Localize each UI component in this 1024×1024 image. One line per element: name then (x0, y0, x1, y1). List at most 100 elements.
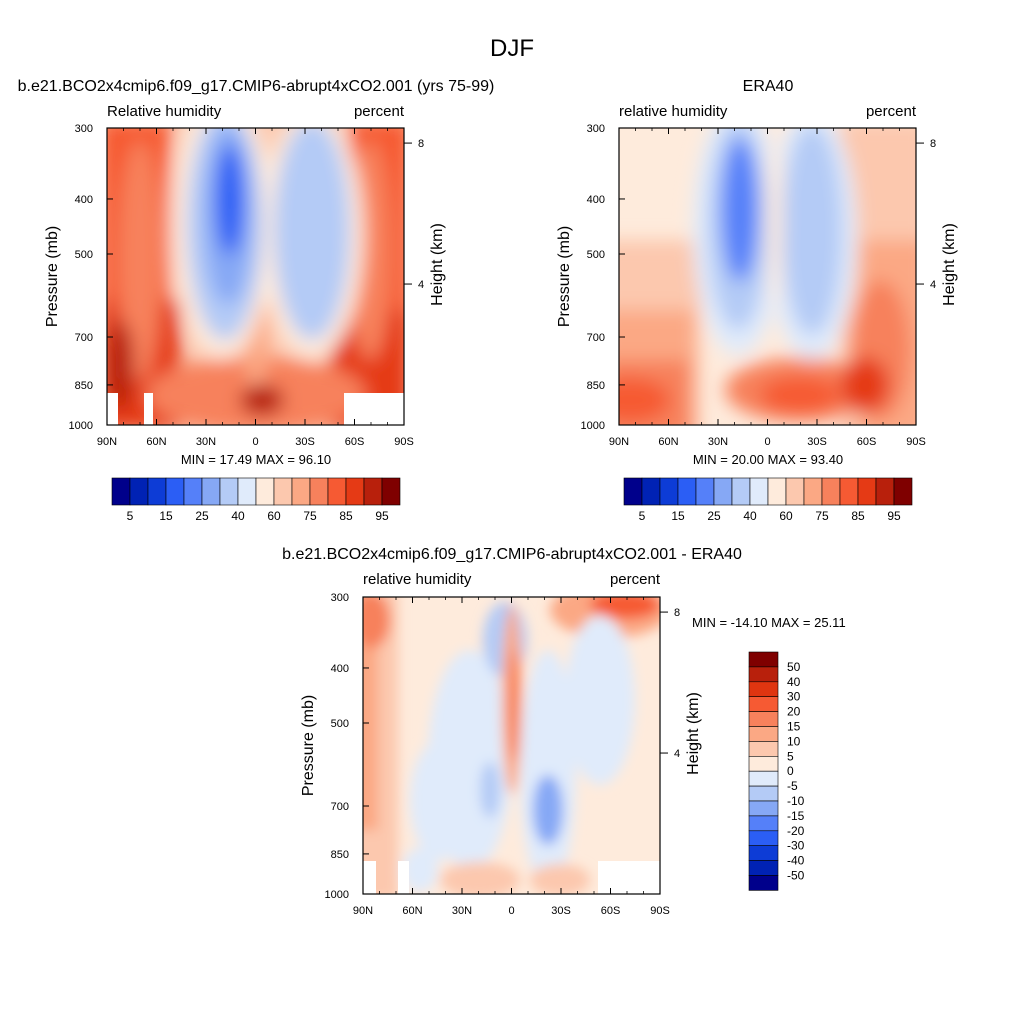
figure-title: DJF (490, 35, 534, 62)
colorbar-label: 40 (787, 675, 801, 689)
panel-obs-stats: MIN = 20.00 MAX = 93.40 (693, 452, 843, 467)
colorbar-swatch (237, 477, 257, 506)
panel-model: b.e21.BCO2x4cmip6.f09_g17.CMIP6-abrupt4x… (18, 78, 495, 523)
height-tick-label: 4 (418, 279, 424, 291)
y-tick-label: 1000 (581, 420, 605, 432)
y-tick-label: 500 (75, 249, 93, 261)
y-right-axis-title: Height (km) (941, 223, 958, 306)
y-tick-label: 500 (331, 718, 349, 730)
height-tick-label: 8 (418, 138, 424, 150)
colorbar-label: 50 (787, 660, 801, 674)
colorbar-label: -20 (787, 824, 805, 838)
x-tick-label: 90S (650, 905, 670, 917)
colorbar-swatch (677, 477, 697, 506)
x-tick-label: 30N (196, 436, 216, 448)
colorbar-label: 60 (779, 509, 793, 523)
panel-diff-stats: MIN = -14.10 MAX = 25.11 (692, 615, 846, 630)
y-tick-label: 500 (587, 249, 605, 261)
colorbar-swatch (327, 477, 347, 506)
colorbar-swatch (748, 755, 779, 772)
colorbar-swatch (893, 477, 913, 506)
x-tick-label: 0 (764, 436, 770, 448)
x-tick-label: 60S (857, 436, 877, 448)
y-tick-label: 400 (587, 194, 605, 206)
panel-diff-title: b.e21.BCO2x4cmip6.f09_g17.CMIP6-abrupt4x… (282, 546, 742, 563)
y-tick-label: 1000 (69, 420, 93, 432)
x-tick-label: 90S (394, 436, 414, 448)
panel-obs-field (619, 128, 916, 425)
panel-diff-units: percent (610, 571, 661, 588)
panel-model-variable: Relative humidity (107, 103, 222, 120)
colorbar-swatch (803, 477, 823, 506)
panel-model-units: percent (354, 103, 405, 120)
panel-obs-units: percent (866, 103, 917, 120)
colorbar-swatch (345, 477, 365, 506)
height-tick-label: 4 (674, 748, 680, 760)
y-tick-label: 850 (587, 380, 605, 392)
colorbar-label: 95 (375, 509, 389, 523)
colorbar-swatch (857, 477, 877, 506)
colorbar-swatch (363, 477, 383, 506)
height-tick-label: 8 (930, 138, 936, 150)
x-tick-label: 60N (658, 436, 678, 448)
colorbar-label: 40 (231, 509, 245, 523)
y-tick-label: 700 (75, 332, 93, 344)
x-tick-label: 60N (402, 905, 422, 917)
x-tick-label: 30N (708, 436, 728, 448)
colorbar-swatch (255, 477, 275, 506)
colorbar-swatch (785, 477, 805, 506)
y-tick-label: 300 (331, 592, 349, 604)
colorbar-swatch (748, 666, 779, 683)
panel-diff-field (363, 597, 660, 894)
colorbar-label: 25 (195, 509, 209, 523)
colorbar-swatch (291, 477, 311, 506)
colorbar-label: 85 (339, 509, 353, 523)
colorbar-swatch (731, 477, 751, 506)
colorbar-swatch (748, 875, 779, 891)
y-tick-label: 300 (75, 123, 93, 135)
y-axis-title: Pressure (mb) (556, 226, 573, 327)
colorbar-swatch (748, 711, 779, 727)
colorbar-swatch (641, 477, 661, 506)
colorbar-swatch (748, 800, 779, 817)
y-tick-label: 300 (587, 123, 605, 135)
x-tick-label: 60S (601, 905, 621, 917)
colorbar-label: -40 (787, 854, 805, 868)
colorbar-swatch (821, 477, 841, 506)
colorbar-swatch (111, 477, 131, 506)
colorbar-label: 60 (267, 509, 281, 523)
y-axis-title: Pressure (mb) (300, 695, 317, 796)
panel-obs-title: ERA40 (743, 78, 794, 95)
x-tick-label: 90N (353, 905, 373, 917)
colorbar-label: 10 (787, 734, 801, 748)
colorbar-label: 40 (743, 509, 757, 523)
colorbar-swatch (748, 726, 779, 742)
y-tick-label: 700 (587, 332, 605, 344)
y-tick-label: 400 (75, 194, 93, 206)
colorbar-swatch (875, 477, 895, 506)
colorbar-swatch (748, 785, 779, 802)
panel-diff: b.e21.BCO2x4cmip6.f09_g17.CMIP6-abrupt4x… (282, 546, 846, 917)
colorbar-label: 95 (887, 509, 901, 523)
colorbar-label: 5 (639, 509, 646, 523)
colorbar-swatch (273, 477, 293, 506)
x-tick-label: 90N (609, 436, 629, 448)
x-tick-label: 30S (807, 436, 827, 448)
y-right-axis-title: Height (km) (429, 223, 446, 306)
y-axis-title: Pressure (mb) (44, 226, 61, 327)
panel-model-axes: 90N 60N 30N 0 30S 60S 90S 300 400 500 700 850 1000 8 4… (44, 123, 446, 448)
x-tick-label: 60S (345, 436, 365, 448)
colorbar-swatch (623, 477, 643, 506)
colorbar-swatch (309, 477, 329, 506)
panel-obs: ERA40 relative humidity percent (556, 78, 958, 523)
colorbar-label: 75 (303, 509, 317, 523)
y-tick-label: 1000 (325, 889, 349, 901)
y-right-axis-title: Height (km) (685, 692, 702, 775)
y-tick-label: 850 (331, 849, 349, 861)
panel-obs-colorbar: 5 15 25 40 60 75 85 95 (623, 477, 913, 523)
panel-diff-variable: relative humidity (363, 571, 472, 588)
panel-model-colorbar: 5 15 25 40 60 75 85 95 (111, 477, 401, 523)
y-tick-label: 850 (75, 380, 93, 392)
x-tick-label: 60N (146, 436, 166, 448)
